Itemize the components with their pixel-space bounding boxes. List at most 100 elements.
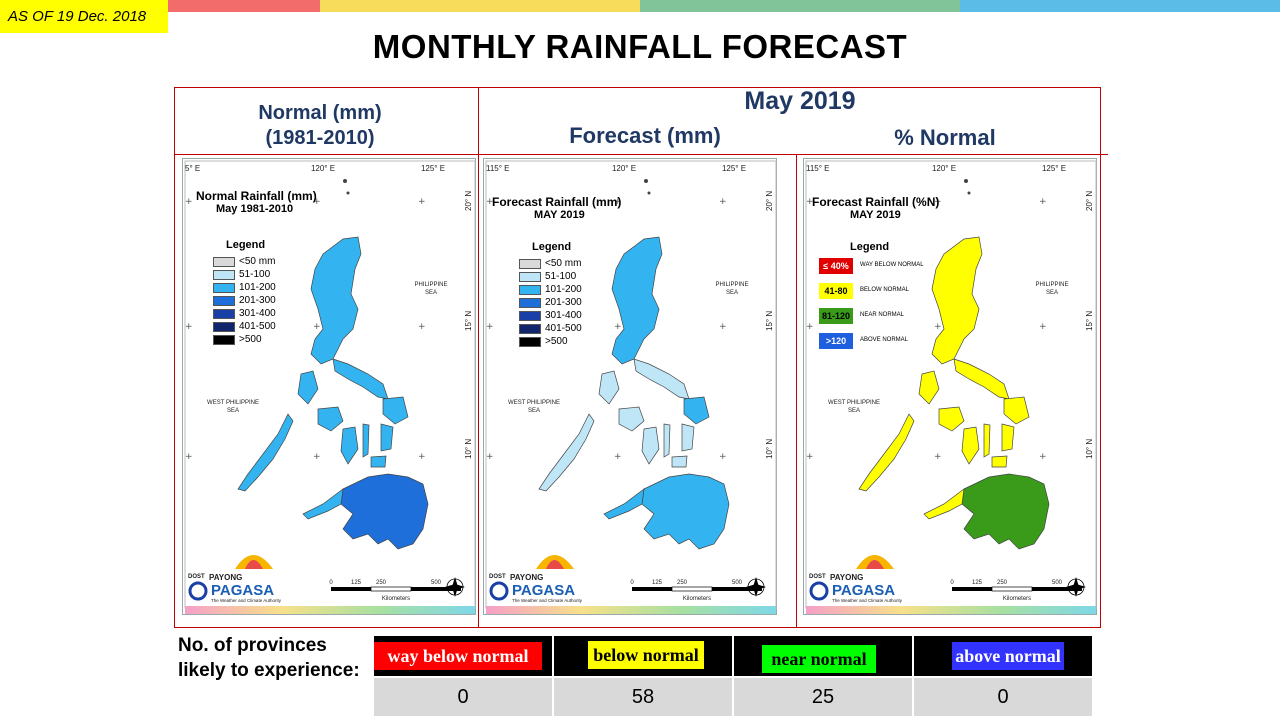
island-mindoro bbox=[297, 370, 319, 405]
rainbow-strip bbox=[486, 606, 776, 614]
scale-label: 250 bbox=[677, 580, 688, 586]
latitude-label: 15° N bbox=[765, 311, 774, 331]
west-philippine-sea-label: WEST PHILIPPINE bbox=[828, 400, 880, 406]
grid-cross: + bbox=[1039, 322, 1047, 332]
longitude-label: 5° E bbox=[185, 164, 200, 173]
map-title: Normal Rainfall (mm) bbox=[196, 189, 317, 203]
grid-cross: + bbox=[486, 197, 494, 207]
island-negros bbox=[641, 426, 660, 465]
legend-label: >500 bbox=[545, 336, 568, 347]
scale-label: 0 bbox=[950, 580, 954, 586]
island-zambo bbox=[603, 488, 645, 520]
percent-normal-map: 115° E 120° E 125° E 20° N 15° N 10° N + + + + + + +… bbox=[803, 158, 1097, 615]
maps-frame bbox=[174, 87, 1101, 628]
grid-cross: + bbox=[418, 452, 426, 462]
legend-swatch: >120 bbox=[819, 333, 853, 349]
map-svg: 115° E 120° E 125° E 20° N 15° N 10° N + + + + + + +… bbox=[485, 160, 777, 614]
grid-cross: + bbox=[934, 452, 942, 462]
legend-label: ABOVE NORMAL bbox=[860, 337, 909, 343]
umbrella-logo-icon bbox=[866, 560, 884, 569]
scale-label: 125 bbox=[351, 580, 362, 586]
legend-swatch bbox=[519, 298, 541, 308]
legend-label: NEAR NORMAL bbox=[860, 312, 905, 318]
longitude-label: 115° E bbox=[806, 164, 830, 173]
legend-swatch bbox=[213, 322, 235, 332]
grid-cross: + bbox=[806, 322, 814, 332]
map-subtitle: May 1981-2010 bbox=[216, 203, 294, 215]
legend-swatch bbox=[213, 270, 235, 280]
philippine-sea-label: PHILIPPINE bbox=[1035, 282, 1068, 288]
pagasa-logo-icon bbox=[489, 581, 509, 601]
west-philippine-sea-label: WEST PHILIPPINE bbox=[508, 400, 560, 406]
latitude-label: 10° N bbox=[765, 439, 774, 459]
category-label: way below normal bbox=[374, 642, 542, 670]
grid-cross: + bbox=[719, 197, 727, 207]
island-samar bbox=[683, 396, 710, 425]
percent-normal-header: % Normal bbox=[894, 125, 996, 150]
normal-period-header: (1981-2010) bbox=[265, 127, 375, 149]
scale-label: 250 bbox=[376, 580, 387, 586]
grid-cross: + bbox=[614, 197, 622, 207]
scale-label: 500 bbox=[431, 580, 442, 586]
normal-rainfall-map: 5° E 120° E 125° E 20° N 15° N 10° N + + + + + + + + +… bbox=[182, 158, 476, 615]
scale-label: 500 bbox=[732, 580, 743, 586]
scale-bar-segment bbox=[331, 587, 371, 591]
grid-cross: + bbox=[185, 322, 193, 332]
island-palawan bbox=[858, 413, 915, 492]
grid-cross: + bbox=[1039, 197, 1047, 207]
island-palawan bbox=[538, 413, 595, 492]
legend-label: 101-200 bbox=[239, 282, 276, 293]
philippine-sea-label: SEA bbox=[726, 290, 738, 296]
map-subtitle: MAY 2019 bbox=[850, 209, 901, 221]
month-header: May 2019 bbox=[744, 87, 856, 115]
latitude-label: 10° N bbox=[1085, 439, 1094, 459]
longitude-label: 125° E bbox=[1042, 164, 1066, 173]
stripe-yellow bbox=[320, 0, 640, 12]
legend-label: 301-400 bbox=[239, 308, 276, 319]
legend-item: >120 ABOVE NORMAL bbox=[819, 333, 959, 351]
legend-title: Legend bbox=[226, 239, 266, 251]
island-samar bbox=[1003, 396, 1030, 425]
scale-bar-segment bbox=[952, 587, 992, 591]
island-cebu bbox=[663, 423, 671, 458]
legend-swatch bbox=[213, 335, 235, 345]
legend-label: 51-100 bbox=[239, 269, 271, 280]
island-bicol bbox=[953, 358, 1010, 400]
island-batanes bbox=[346, 191, 350, 195]
longitude-label: 125° E bbox=[722, 164, 746, 173]
grid-cross: + bbox=[806, 197, 814, 207]
island-leyte bbox=[681, 423, 695, 452]
latitude-label: 10° N bbox=[464, 439, 473, 459]
province-count-cell: 58 bbox=[554, 678, 732, 716]
north-arrow-icon bbox=[1066, 584, 1086, 590]
legend-label: 401-500 bbox=[545, 323, 582, 334]
pagasa-logo-icon bbox=[188, 581, 208, 601]
legend-item: 401-500 bbox=[519, 323, 609, 335]
latitude-label: 20° N bbox=[1085, 191, 1094, 211]
grid-cross: + bbox=[313, 197, 321, 207]
legend-item: >500 bbox=[519, 336, 609, 348]
map-subtitle: MAY 2019 bbox=[534, 209, 585, 221]
island-luzon bbox=[931, 236, 983, 365]
legend-label: 101-200 bbox=[545, 284, 582, 295]
legend-item: 101-200 bbox=[519, 284, 609, 296]
scale-bar-segment bbox=[991, 586, 1033, 592]
rainbow-strip bbox=[806, 606, 1096, 614]
logo-pagasa-text: PAGASA bbox=[211, 582, 274, 599]
longitude-label: 120° E bbox=[932, 164, 956, 173]
legend-swatch bbox=[519, 311, 541, 321]
philippine-sea-label: SEA bbox=[425, 290, 437, 296]
scale-label: 250 bbox=[997, 580, 1008, 586]
legend-swatch bbox=[213, 257, 235, 267]
island-bohol bbox=[370, 455, 387, 468]
scale-bar-segment bbox=[370, 586, 412, 592]
island-batanes bbox=[343, 179, 347, 183]
legend-item: <50 mm bbox=[519, 258, 609, 270]
legend-title: Legend bbox=[850, 241, 890, 253]
grid-cross: + bbox=[313, 322, 321, 332]
philippine-sea-label: SEA bbox=[1046, 290, 1058, 296]
north-arrow-icon bbox=[445, 584, 465, 590]
grid-cross: + bbox=[185, 452, 193, 462]
grid-cross: + bbox=[486, 322, 494, 332]
grid-cross: + bbox=[418, 197, 426, 207]
